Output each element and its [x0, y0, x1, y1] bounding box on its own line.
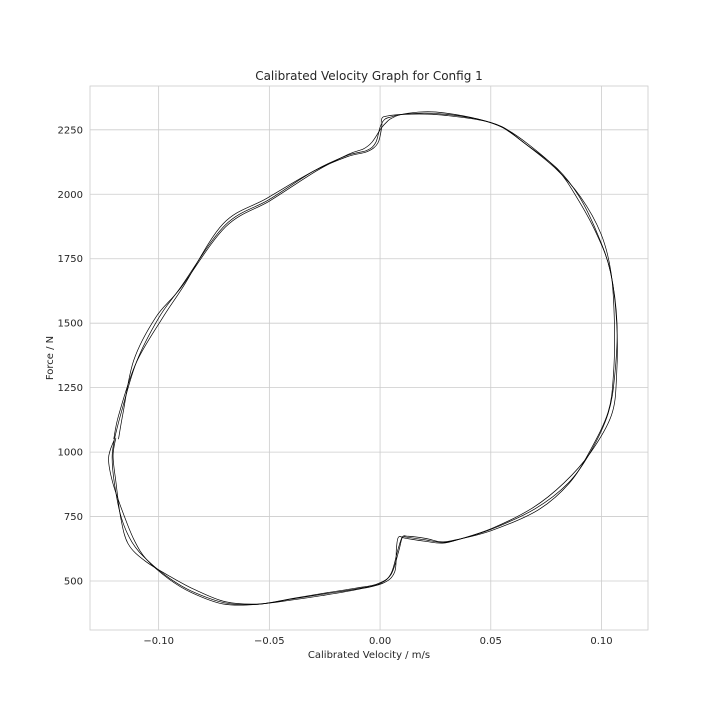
y-tick-label: 1000 [58, 448, 83, 459]
y-axis-label: Force / N [45, 336, 56, 380]
x-tick-label: −0.05 [254, 636, 285, 647]
series-line [112, 111, 618, 605]
series-line [108, 113, 615, 606]
y-tick-label: 1250 [58, 383, 83, 394]
x-tick-label: 0.00 [369, 636, 391, 647]
y-tick-labels: 500 750 1000 1250 1500 1750 2000 2250 [58, 125, 83, 587]
series-group [108, 111, 618, 606]
y-tick-label: 1750 [58, 254, 83, 265]
x-tick-label: 0.10 [590, 636, 612, 647]
y-tick-label: 500 [64, 577, 83, 588]
grid [89, 85, 649, 631]
y-tick-label: 750 [64, 512, 83, 523]
x-tick-label: −0.10 [143, 636, 174, 647]
series-line [111, 112, 618, 606]
plot-area [90, 86, 648, 630]
y-tick-label: 1500 [58, 319, 83, 330]
y-tick-label: 2000 [58, 190, 83, 201]
x-tick-labels: −0.10 −0.05 0.00 0.05 0.10 [143, 636, 612, 647]
plot-border [89, 85, 649, 631]
x-tick-label: 0.05 [480, 636, 502, 647]
x-axis-label: Calibrated Velocity / m/s [308, 650, 430, 661]
y-tick-label: 2250 [58, 125, 83, 136]
chart-title: Calibrated Velocity Graph for Config 1 [255, 69, 483, 83]
